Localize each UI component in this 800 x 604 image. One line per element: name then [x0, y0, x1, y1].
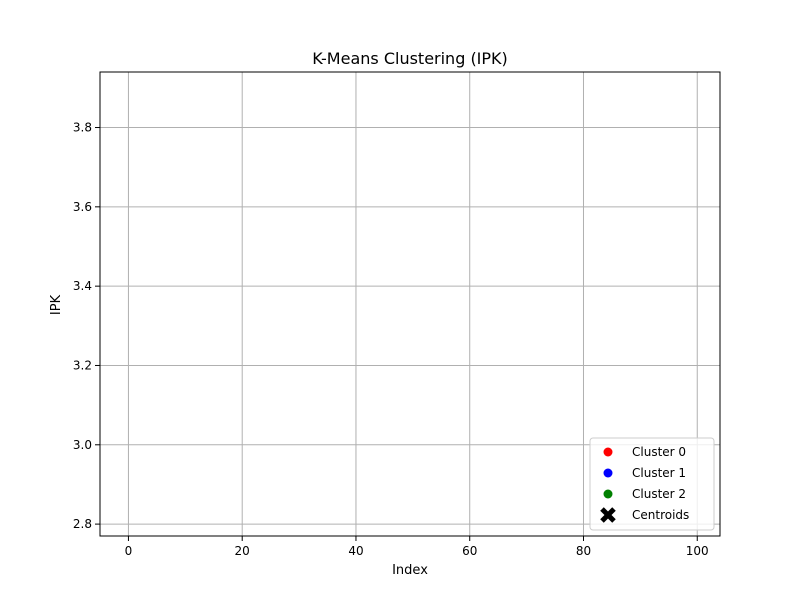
- chart-title: K-Means Clustering (IPK): [312, 49, 508, 68]
- plot-area-frame: [99, 71, 721, 537]
- y-tick-label: 2.8: [73, 517, 92, 531]
- x-tick-label: 60: [462, 544, 477, 558]
- y-tick-label: 3.4: [73, 279, 92, 293]
- x-tick-label: 100: [686, 544, 709, 558]
- legend-swatch-cluster-0: [603, 447, 613, 457]
- legend-swatch-cluster-2: [603, 489, 613, 499]
- y-axis-label: IPK: [49, 294, 64, 315]
- marker-stroke: [600, 507, 616, 523]
- y-tick-label: 3.2: [73, 358, 92, 372]
- x-tick-label: 40: [348, 544, 363, 558]
- legend: Cluster 0 Cluster 1 Cluster 2 Centroids: [589, 437, 715, 531]
- x-tick-label: 0: [125, 544, 133, 558]
- x-tick-label: 20: [235, 544, 250, 558]
- legend-box: [589, 437, 715, 531]
- legend-swatch-cluster-1: [603, 468, 613, 478]
- y-axis-ticks: 2.8 3.0 3.2 3.4 3.6 3.8: [73, 121, 100, 531]
- y-tick-label: 3.0: [73, 438, 92, 452]
- x-axis-ticks: 0 20 40 60 80 100: [125, 536, 709, 558]
- x-tick-label: 80: [576, 544, 591, 558]
- y-tick-label: 3.6: [73, 200, 92, 214]
- legend-label: Cluster 0: [632, 445, 686, 459]
- x-axis-label: Index: [392, 563, 428, 578]
- y-tick-label: 3.8: [73, 121, 92, 135]
- legend-label: Cluster 2: [632, 487, 686, 501]
- legend-label: Cluster 1: [632, 466, 686, 480]
- grid-lines: [100, 72, 720, 536]
- legend-label: Centroids: [632, 508, 689, 522]
- legend-swatch-centroids: [600, 507, 616, 523]
